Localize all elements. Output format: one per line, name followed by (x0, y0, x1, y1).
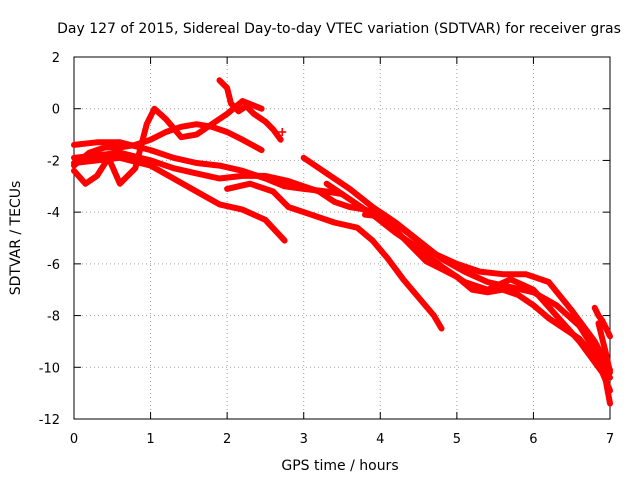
outlier-marker (278, 127, 287, 136)
series-track-2 (71, 121, 265, 169)
y-tick-label: -12 (39, 413, 60, 428)
series-track-3 (216, 77, 284, 143)
series-track-7 (224, 180, 445, 332)
series-track-10 (362, 211, 613, 373)
y-tick-label: -6 (47, 258, 60, 273)
y-tick-label: -10 (39, 361, 60, 376)
data-series (71, 77, 613, 407)
x-tick-label: 4 (376, 432, 384, 447)
y-tick-label: 0 (52, 103, 60, 118)
y-tick-label: -4 (47, 206, 60, 221)
x-axis-label: GPS time / hours (281, 458, 398, 474)
x-tick-label: 2 (223, 432, 231, 447)
x-tick-label: 3 (300, 432, 308, 447)
plot-frame (73, 56, 611, 420)
x-tick-label: 0 (70, 432, 78, 447)
y-tick-label: 2 (52, 51, 60, 66)
series-track-11 (591, 304, 613, 340)
chart-title: Day 127 of 2015, Sidereal Day-to-day VTE… (57, 21, 621, 37)
x-tick-label: 5 (453, 432, 461, 447)
y-axis-label: SDTVAR / TECUs (8, 181, 24, 296)
x-tick-label: 6 (529, 432, 537, 447)
y-axis-ticks: -12 -10 -8 -6 -4 -2 0 2 (39, 51, 610, 428)
x-tick-label: 1 (146, 432, 154, 447)
y-tick-label: -8 (47, 310, 60, 325)
y-tick-label: -2 (47, 154, 60, 169)
series-track-6 (71, 154, 288, 244)
series-track-8 (300, 154, 613, 407)
series-track-1 (71, 98, 265, 187)
x-tick-label: 7 (606, 432, 614, 447)
series-track-12 (595, 320, 613, 376)
